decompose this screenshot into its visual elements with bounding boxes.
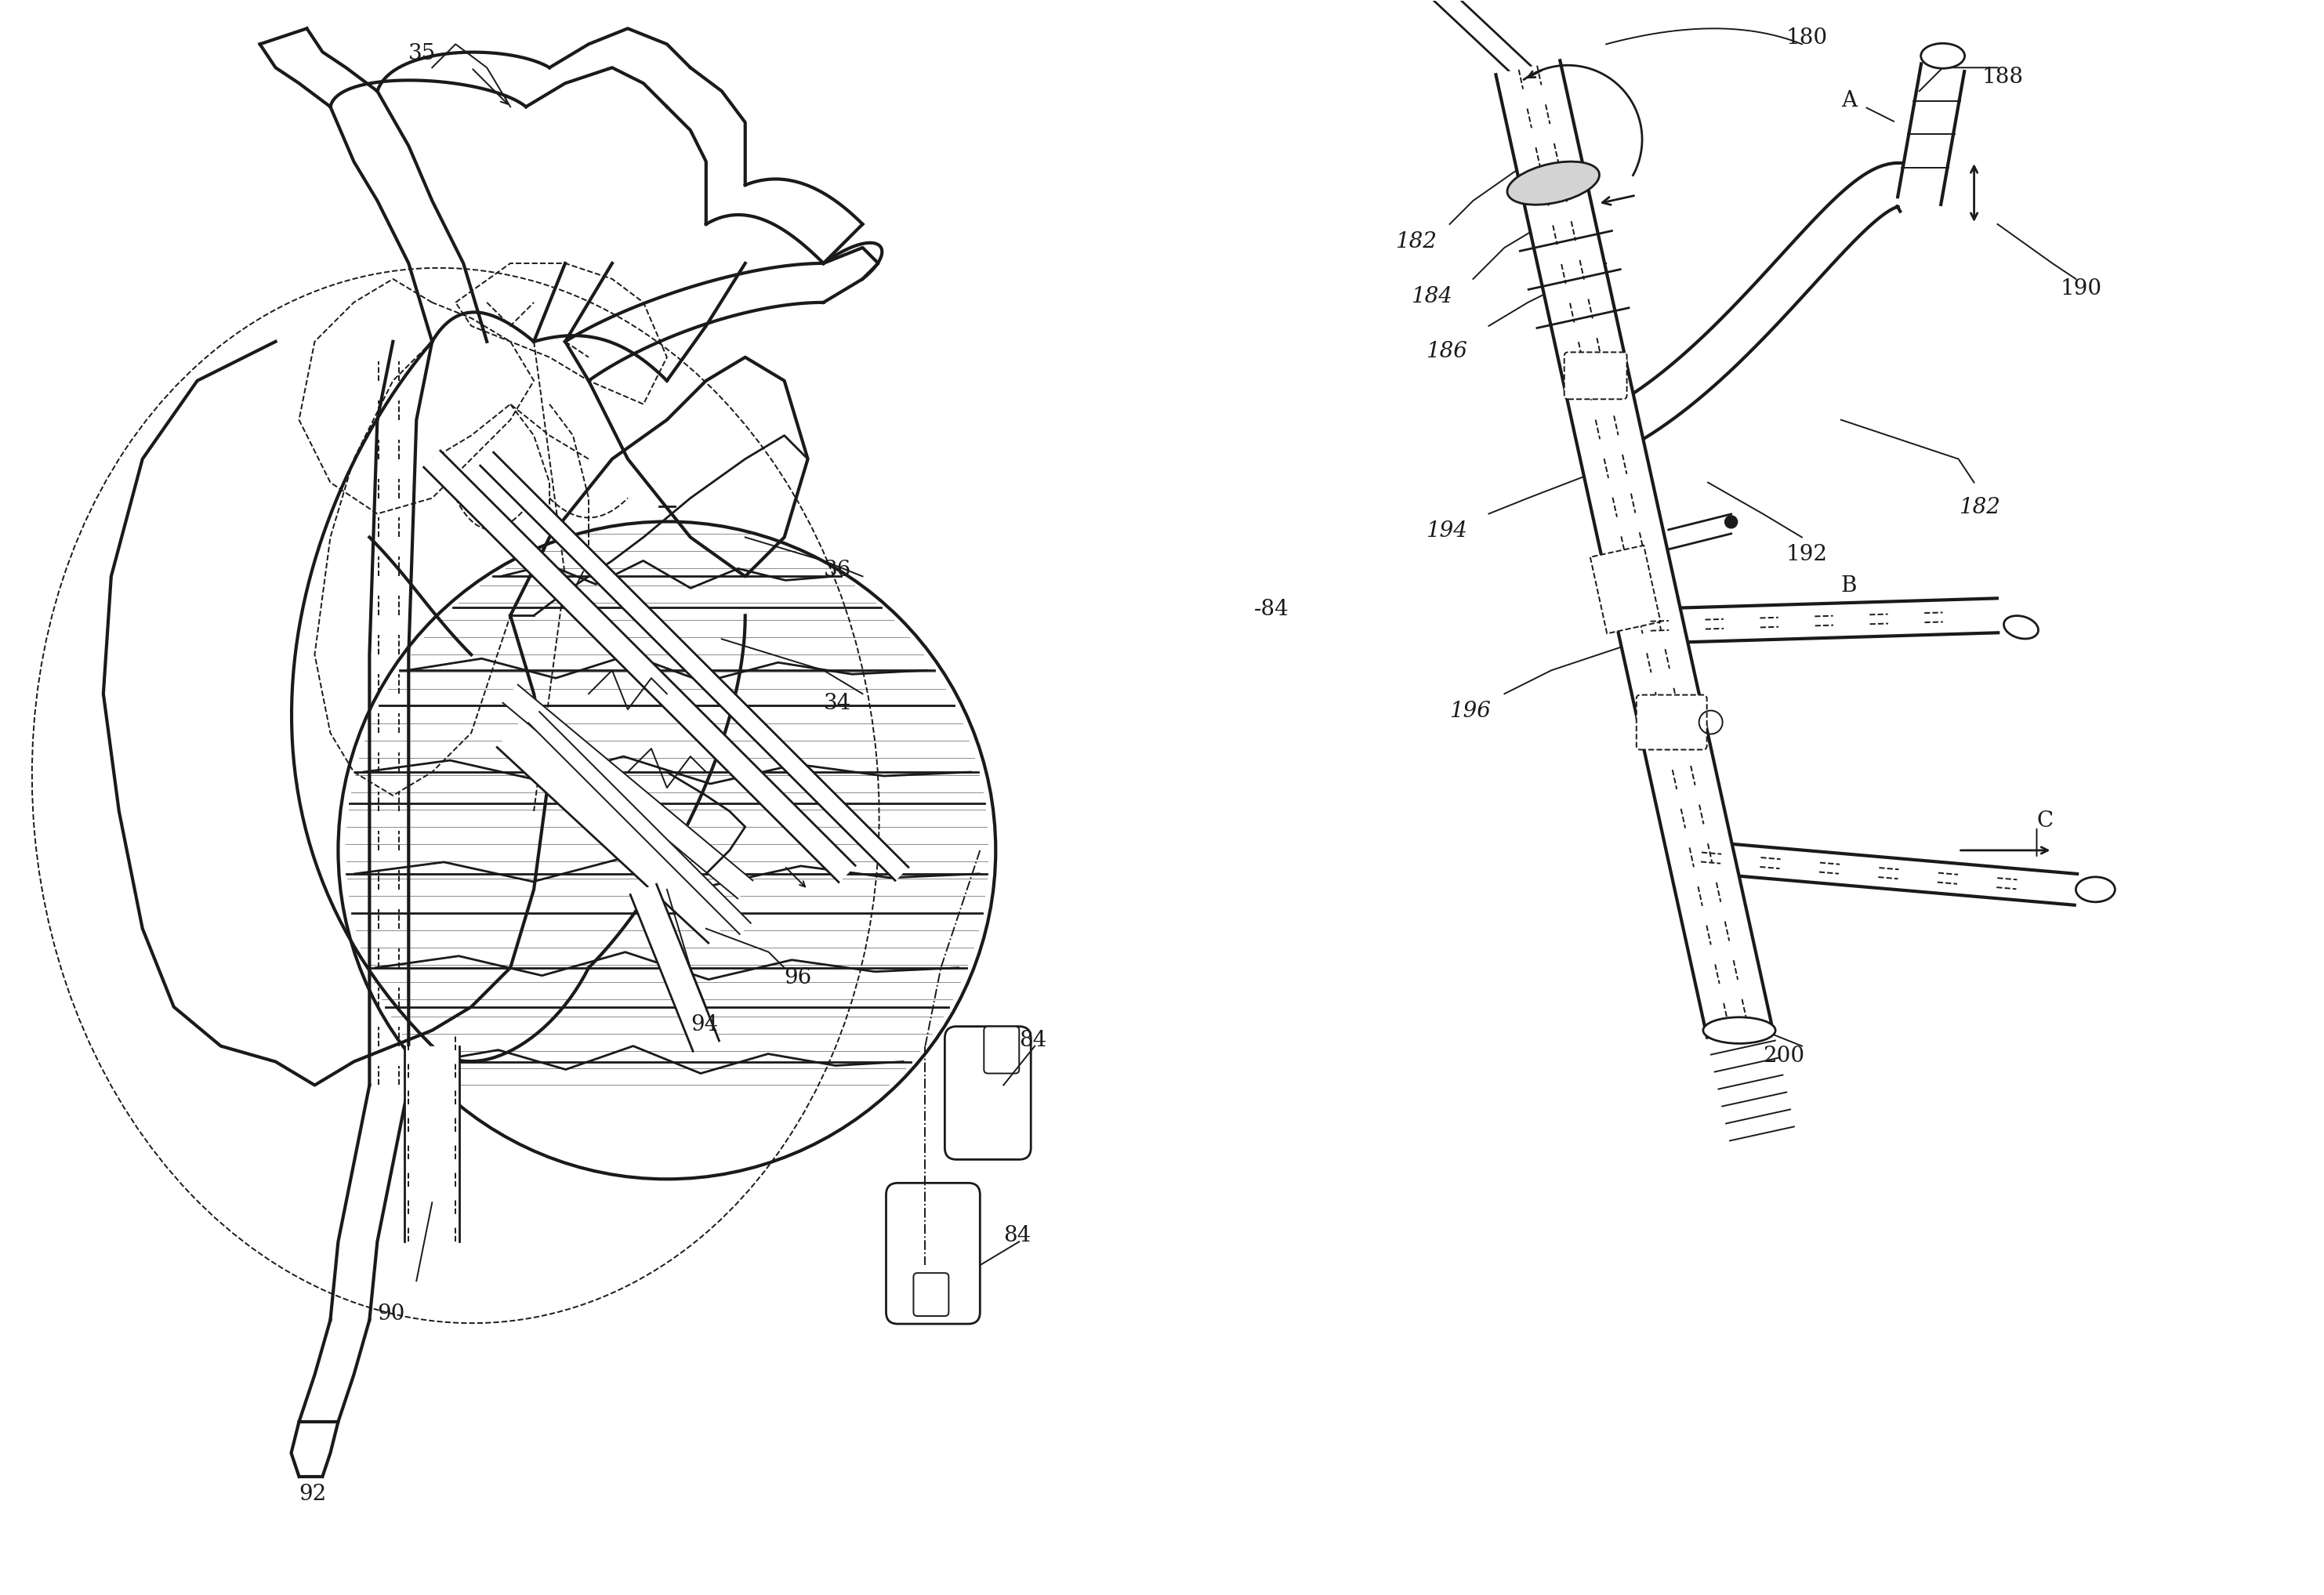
Text: 36: 36 xyxy=(823,560,851,581)
Ellipse shape xyxy=(1703,1018,1776,1043)
Ellipse shape xyxy=(2003,616,2038,638)
Text: 192: 192 xyxy=(1787,544,1827,566)
Text: 34: 34 xyxy=(823,692,851,715)
Text: 84: 84 xyxy=(1004,1225,1032,1246)
Ellipse shape xyxy=(2075,877,2115,903)
Polygon shape xyxy=(502,684,753,898)
Text: A: A xyxy=(1841,91,1857,112)
Text: 200: 200 xyxy=(1762,1045,1803,1067)
Text: 84: 84 xyxy=(1020,1029,1046,1051)
Text: 90: 90 xyxy=(376,1303,404,1325)
Polygon shape xyxy=(1699,842,2078,904)
Polygon shape xyxy=(528,711,751,935)
Ellipse shape xyxy=(1508,161,1599,204)
Text: 96: 96 xyxy=(783,967,811,987)
Polygon shape xyxy=(497,719,734,943)
Bar xyxy=(1590,545,1662,633)
Text: -84: -84 xyxy=(1255,600,1290,620)
Text: 92: 92 xyxy=(300,1483,328,1504)
FancyBboxPatch shape xyxy=(885,1183,981,1324)
Text: 190: 190 xyxy=(2059,278,2101,300)
Text: 182: 182 xyxy=(1959,498,2001,518)
FancyBboxPatch shape xyxy=(1564,352,1627,399)
Polygon shape xyxy=(1599,163,1938,453)
Polygon shape xyxy=(481,453,909,880)
Text: 194: 194 xyxy=(1427,522,1469,542)
Text: 35: 35 xyxy=(409,43,437,64)
Polygon shape xyxy=(1650,598,1999,643)
Text: 184: 184 xyxy=(1411,286,1452,308)
FancyBboxPatch shape xyxy=(1636,695,1706,750)
Polygon shape xyxy=(1899,64,1964,204)
Polygon shape xyxy=(404,1046,460,1241)
Text: 180: 180 xyxy=(1787,27,1829,49)
Polygon shape xyxy=(630,884,718,1051)
FancyBboxPatch shape xyxy=(913,1273,948,1316)
FancyBboxPatch shape xyxy=(983,1027,1020,1073)
Polygon shape xyxy=(1404,0,1543,91)
Text: 186: 186 xyxy=(1427,341,1469,362)
FancyBboxPatch shape xyxy=(946,1027,1032,1160)
Text: 196: 196 xyxy=(1450,700,1492,723)
Text: 188: 188 xyxy=(1982,67,2024,88)
Text: C: C xyxy=(2036,810,2054,831)
Ellipse shape xyxy=(1922,43,1964,69)
Polygon shape xyxy=(1497,61,1771,1037)
Text: B: B xyxy=(1841,576,1857,597)
Polygon shape xyxy=(423,451,855,882)
Text: 94: 94 xyxy=(690,1014,718,1035)
Circle shape xyxy=(1724,515,1738,528)
Text: 182: 182 xyxy=(1394,231,1436,252)
